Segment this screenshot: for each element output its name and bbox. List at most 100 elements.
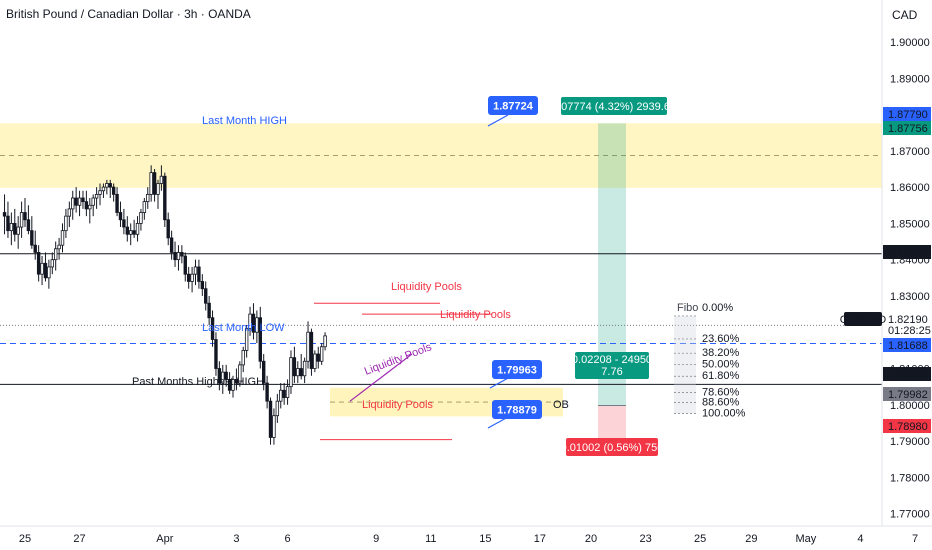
annotation-last-month-high: Last Month HIGH	[202, 115, 287, 127]
candle-body	[6, 215, 10, 232]
center-label-1: 0.02208 - 24950	[572, 354, 652, 366]
candle-body	[255, 317, 259, 333]
axis-tag-label: 1.84164	[888, 247, 928, 259]
horizontal-lines-layer	[0, 253, 882, 385]
candle-body	[279, 389, 283, 402]
candle-body	[193, 266, 198, 275]
candle-body	[132, 230, 136, 235]
annotation-liquidity-pools: Liquidity Pools	[362, 399, 433, 411]
axis-tag-box	[883, 121, 931, 135]
candle-body	[173, 252, 177, 261]
candle-body	[118, 212, 123, 221]
candle-body	[105, 183, 109, 188]
candle-body	[101, 186, 106, 192]
candle-body	[94, 193, 99, 199]
price-tick-label: 1.90000	[890, 37, 930, 49]
candle-body	[313, 353, 317, 369]
candle-body	[84, 201, 89, 210]
candle-body	[272, 415, 276, 438]
candle-body	[159, 175, 164, 184]
fib-level-label: 23.60%	[702, 333, 740, 345]
price-tag-label: 1.87724	[493, 101, 534, 113]
price-tag-box	[488, 96, 538, 115]
candle-body	[149, 172, 153, 195]
candle-body	[88, 204, 92, 210]
fib-retracement[interactable]: Fibo 0.00% 23.60% 38.20%50.00%61.80% 78.60%8…	[674, 302, 746, 420]
candle-body	[241, 349, 245, 366]
candle-body	[258, 317, 262, 362]
candle-body	[146, 193, 150, 203]
stop-zone	[598, 405, 626, 442]
candle-body	[302, 360, 307, 377]
price-tick-label: 1.85000	[890, 218, 930, 230]
candle-body	[26, 219, 31, 232]
candle-body	[125, 226, 129, 235]
candle-body	[265, 382, 269, 402]
time-tick-label: 25	[19, 533, 31, 545]
candle-body	[238, 364, 242, 384]
time-tick-label: 11	[425, 533, 436, 545]
time-tick-label: 27	[73, 533, 85, 545]
fib-title: Fibo	[677, 302, 698, 314]
annotation-liquidity-pools: Liquidity Pools	[391, 281, 462, 293]
candle-body	[71, 197, 75, 210]
candle-body	[221, 371, 225, 384]
candle-body	[183, 255, 187, 275]
candle-body	[309, 331, 314, 369]
price-tick-label: 1.83000	[890, 291, 930, 303]
time-tick-label: 25	[694, 533, 706, 545]
fib-level-label: 78.60%	[702, 387, 740, 399]
candle-body	[135, 222, 140, 235]
candle-body	[156, 183, 160, 195]
candle-body	[214, 339, 218, 369]
time-tick-label: 9	[373, 533, 379, 545]
candle-body	[200, 281, 205, 290]
fib-level-label: 88.60%	[702, 396, 740, 408]
fib-level-label: 100.00%	[702, 408, 746, 420]
stop-label-box	[566, 438, 658, 456]
axis-tag-label: 01:28:25	[888, 325, 931, 337]
candle-body	[186, 273, 191, 282]
candle-body	[91, 197, 95, 206]
price-tick-label: 1.87000	[890, 146, 930, 158]
candle-body	[319, 346, 324, 362]
annotation-past-months-high: Past Months Highest HIGH	[132, 376, 264, 388]
candle-body	[129, 230, 133, 235]
candle-body	[316, 353, 320, 362]
price-tick-label: 1.78000	[890, 472, 930, 484]
candle-body	[115, 193, 119, 213]
trend-line	[349, 353, 413, 402]
candle-body	[33, 244, 37, 253]
candle-body	[13, 222, 17, 235]
time-tick-label: 23	[639, 533, 651, 545]
time-axis[interactable]: 25 27 Apr 3 6 9 11 15 17 20 23 25 29 May 4 7	[0, 525, 932, 545]
candle-body	[169, 237, 174, 253]
price-tick-label: 1.89000	[890, 73, 930, 85]
price-tag-box	[492, 360, 542, 379]
annotation-liquidity-pools: Liquidity Pools	[440, 309, 511, 321]
candle-body	[74, 197, 78, 206]
candle-body	[9, 222, 14, 232]
candle-body	[210, 317, 215, 340]
candle-body	[207, 302, 211, 319]
center-label-box	[575, 352, 649, 379]
position-tool[interactable]	[598, 123, 626, 442]
candle-body	[77, 197, 82, 206]
price-axis[interactable]: 1.770001.780001.790001.800001.810001.830…	[881, 0, 930, 526]
price-tick-label: 1.79000	[890, 436, 930, 448]
candle-body	[197, 266, 201, 282]
time-tick-label: 4	[857, 533, 863, 545]
time-tick-label: May	[795, 533, 816, 545]
time-tick-label: 6	[285, 533, 291, 545]
candle-body	[231, 379, 235, 391]
candles-layer	[2, 165, 327, 445]
candle-body	[81, 197, 85, 203]
symbol-tag: GBPCAD	[840, 314, 887, 326]
candle-body	[50, 259, 54, 268]
candle-body	[275, 400, 280, 417]
axis-tag-label: 1.87756	[888, 123, 928, 135]
symbol-tag-box	[844, 312, 882, 326]
candle-body	[176, 252, 181, 261]
candle-body	[67, 208, 72, 217]
